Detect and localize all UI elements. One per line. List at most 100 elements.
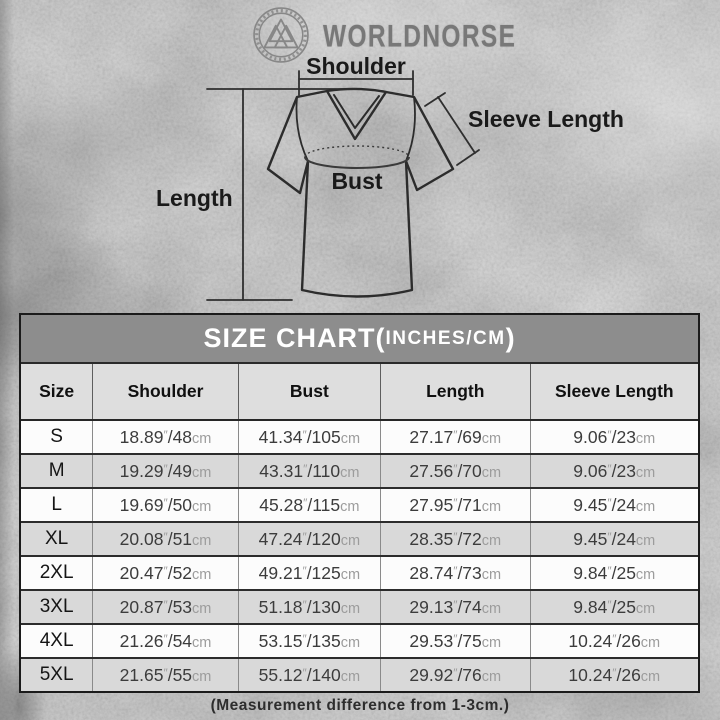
cm-unit: cm <box>481 464 502 481</box>
inch-mark: ″ <box>607 427 612 442</box>
inch-mark: ″ <box>453 665 458 680</box>
inch-value: 27.95 <box>409 494 454 515</box>
cm-unit: cm <box>192 532 212 549</box>
col-header-sleeve-length: Sleeve Length <box>529 364 698 421</box>
cm-value: /69 <box>457 426 482 447</box>
inch-mark: ″ <box>453 597 458 612</box>
inch-value: 21.26 <box>119 630 164 651</box>
inch-value: 29.13 <box>409 596 454 617</box>
shoulder-cell: 20.47″/52cm <box>92 555 239 590</box>
cm-value: /52 <box>167 562 193 583</box>
inch-mark: ″ <box>163 529 168 544</box>
dimension-lines <box>206 70 480 301</box>
inch-value: 27.17 <box>409 426 454 447</box>
bust-cell: 49.21″/125cm <box>237 555 381 590</box>
vneck-inner-line <box>333 94 380 129</box>
size-cell: XL <box>21 521 93 556</box>
inch-mark: ″ <box>453 529 458 544</box>
cm-value: /25 <box>611 596 636 617</box>
title-unit: INCHES/CM <box>385 327 506 349</box>
cm-value: /125 <box>306 562 341 583</box>
inch-value: 20.47 <box>119 562 164 583</box>
inch-mark: ″ <box>163 563 168 578</box>
cm-unit: cm <box>340 498 360 515</box>
tshirt-measurement-diagram: Shoulder Sleeve Length Length Bust <box>0 0 720 312</box>
size-table-header: Size Shoulder Bust Length Sleeve Length <box>21 364 698 421</box>
cm-unit: cm <box>192 566 212 583</box>
cm-unit: cm <box>192 634 212 651</box>
inch-mark: ″ <box>163 495 168 510</box>
cm-value: /48 <box>167 426 193 447</box>
cm-unit: cm <box>635 532 656 549</box>
col-header-length: Length <box>379 364 531 421</box>
cm-value: /24 <box>611 494 636 515</box>
cm-value: /71 <box>457 494 482 515</box>
size-chart-title: SIZE CHART(INCHES/CM) <box>21 315 698 364</box>
inch-mark: ″ <box>612 631 617 646</box>
cm-value: /51 <box>167 528 193 549</box>
inch-value: 9.84 <box>573 562 608 583</box>
inch-mark: ″ <box>453 461 458 476</box>
table-row: 3XL 20.87″/53cm 51.18″/130cm 29.13″/74cm 9.8… <box>21 589 698 624</box>
inch-value: 51.18 <box>258 596 303 617</box>
cm-unit: cm <box>640 634 661 651</box>
sleeve-cell: 9.84″/25cm <box>529 589 698 624</box>
col-header-size: Size <box>21 364 93 421</box>
cm-unit: cm <box>192 600 212 617</box>
cm-value: /24 <box>611 528 636 549</box>
bust-ellipse <box>304 145 410 169</box>
cm-unit: cm <box>635 498 656 515</box>
cm-unit: cm <box>340 600 361 617</box>
inch-value: 10.24 <box>568 664 613 685</box>
cm-unit: cm <box>340 430 361 447</box>
title-prefix: SIZE CHART( <box>203 323 386 353</box>
inch-mark: ″ <box>453 563 458 578</box>
cm-value: /72 <box>457 528 482 549</box>
cm-value: /73 <box>457 562 482 583</box>
cm-value: /140 <box>306 664 341 685</box>
inch-value: 20.87 <box>119 596 164 617</box>
cm-unit: cm <box>481 498 502 515</box>
table-row: 4XL 21.26″/54cm 53.15″/135cm 29.53″/75cm 10.… <box>21 623 698 658</box>
table-row: M 19.29″/49cm 43.31″/110cm 27.56″/70cm 9.06″… <box>21 453 698 488</box>
length-cell: 28.35″/72cm <box>379 521 531 556</box>
inch-value: 18.89 <box>119 426 164 447</box>
cm-value: /135 <box>306 630 341 651</box>
cm-unit: cm <box>635 464 656 481</box>
cm-unit: cm <box>635 430 656 447</box>
bust-cell: 45.28″/115cm <box>237 487 381 522</box>
bust-cell: 51.18″/130cm <box>237 589 381 624</box>
inch-mark: ″ <box>163 427 168 442</box>
inch-value: 9.06 <box>573 460 608 481</box>
table-row: S 18.89″/48cm 41.34″/105cm 27.17″/69cm 9.06″… <box>21 419 698 454</box>
size-cell: L <box>21 487 93 522</box>
valknut-logo-icon <box>253 7 309 63</box>
inch-mark: ″ <box>607 563 612 578</box>
cm-value: /49 <box>167 460 193 481</box>
inch-mark: ″ <box>302 597 307 612</box>
cm-value: /23 <box>611 426 636 447</box>
size-chart: SIZE CHART(INCHES/CM) Size Shoulder Bust… <box>19 313 700 693</box>
cm-value: /75 <box>457 630 482 651</box>
inch-mark: ″ <box>453 495 458 510</box>
cm-unit: cm <box>340 532 361 549</box>
right-armhole-seam <box>405 96 416 162</box>
cm-unit: cm <box>192 498 212 515</box>
cm-value: /53 <box>167 596 193 617</box>
inch-mark: ″ <box>302 631 307 646</box>
inch-value: 20.08 <box>119 528 164 549</box>
shoulder-cell: 18.89″/48cm <box>92 419 239 454</box>
inch-mark: ″ <box>612 665 617 680</box>
bust-cell: 47.24″/120cm <box>237 521 381 556</box>
tshirt-diagram-svg <box>206 70 480 301</box>
inch-value: 28.74 <box>409 562 454 583</box>
cm-unit: cm <box>340 566 361 583</box>
length-cell: 29.53″/75cm <box>379 623 531 658</box>
inch-value: 53.15 <box>258 630 303 651</box>
inch-mark: ″ <box>163 461 168 476</box>
cm-value: /130 <box>306 596 341 617</box>
inch-value: 19.29 <box>119 460 164 481</box>
cm-unit: cm <box>340 464 360 481</box>
shoulder-cell: 20.08″/51cm <box>92 521 239 556</box>
measurement-footnote: (Measurement difference from 1-3cm.) <box>210 697 510 714</box>
